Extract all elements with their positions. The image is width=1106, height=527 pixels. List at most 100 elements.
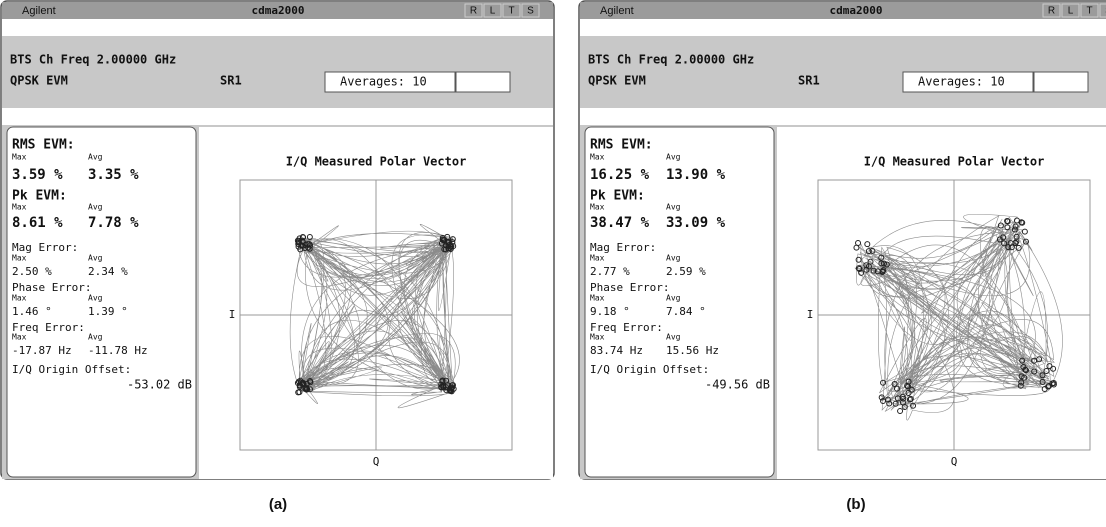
symbol-point (908, 386, 915, 393)
q-label: Q (373, 455, 380, 468)
symbol-point (878, 394, 885, 401)
origin-offset: -53.02 dB (127, 378, 192, 392)
rate: SR1 (220, 74, 242, 88)
avg-label: Avg (88, 203, 103, 212)
measurement: QPSK EVM (588, 74, 646, 88)
metric-label: Phase Error: (590, 281, 669, 294)
avg-label: Avg (666, 153, 681, 162)
mode: cdma2000 (252, 4, 305, 17)
indicator-box (1099, 3, 1106, 18)
metric-label: RMS EVM: (590, 138, 653, 153)
avg-value: 3.35 % (88, 167, 139, 183)
avg-value: 1.39 ° (88, 305, 128, 318)
symbol-point (910, 402, 917, 409)
symbol-point (1004, 224, 1011, 231)
origin-offset-label: I/Q Origin Offset: (12, 363, 131, 376)
symbol-point (297, 246, 304, 253)
max-value: 2.50 % (12, 265, 52, 278)
averages-box (324, 71, 456, 93)
metric-label: RMS EVM: (12, 138, 75, 153)
symbol-point (447, 241, 454, 248)
max-value: 1.46 ° (12, 305, 52, 318)
symbol-point (1018, 373, 1025, 380)
max-value: 2.77 % (590, 265, 630, 278)
averages-box (902, 71, 1034, 93)
indicator-box (521, 3, 540, 18)
symbol-point (855, 256, 862, 263)
avg-value: 33.09 % (666, 215, 726, 231)
metric-label: Phase Error: (12, 281, 91, 294)
symbol-point (856, 266, 863, 273)
avg-value: 7.78 % (88, 215, 139, 231)
max-label: Max (12, 254, 27, 263)
symbol-point (306, 386, 313, 393)
avg-label: Avg (88, 254, 103, 263)
metric-label: Pk EVM: (590, 189, 645, 204)
caption: (b) (846, 496, 865, 513)
max-value: -17.87 Hz (12, 344, 72, 357)
symbol-point (1008, 244, 1015, 251)
symbol-point (1021, 228, 1028, 235)
max-label: Max (12, 203, 27, 212)
i-label: I (229, 308, 236, 321)
symbol-point (1019, 357, 1026, 364)
plot-area (777, 127, 1106, 479)
symbol-point (1004, 218, 1011, 225)
symbol-point (880, 379, 887, 386)
indicator: T (508, 6, 514, 17)
symbol-point (878, 254, 885, 261)
max-label: Max (590, 153, 605, 162)
symbol-point (891, 380, 898, 387)
blank-box (455, 71, 511, 93)
symbol-point (1046, 383, 1053, 390)
symbol-point (880, 260, 887, 267)
symbol-point (443, 377, 450, 384)
avg-value: -11.78 Hz (88, 344, 148, 357)
caption: (a) (269, 496, 287, 513)
symbol-point (306, 241, 313, 248)
symbol-point (855, 240, 862, 247)
title-bar (580, 2, 1106, 19)
symbol-point (1031, 368, 1038, 375)
symbol-point (307, 379, 314, 386)
indicator-box (483, 3, 502, 18)
symbol-point (901, 404, 908, 411)
avg-label: Avg (666, 294, 681, 303)
symbol-point (894, 395, 901, 402)
symbol-point (449, 382, 456, 389)
symbol-point (300, 234, 307, 241)
indicator-box (1080, 3, 1099, 18)
avg-label: Avg (88, 294, 103, 303)
symbol-point (449, 236, 456, 243)
max-value: 16.25 % (590, 167, 650, 183)
symbol-point (446, 386, 453, 393)
symbol-point (1011, 226, 1018, 233)
symbol-point (864, 241, 871, 248)
indicator: S (527, 6, 534, 17)
max-label: Max (12, 294, 27, 303)
metric-label: Freq Error: (590, 321, 663, 334)
symbol-point (865, 263, 872, 270)
indicator: T (1086, 6, 1092, 17)
metrics-panel (6, 126, 197, 478)
symbol-point (1013, 238, 1020, 245)
origin-offset-label: I/Q Origin Offset: (590, 363, 709, 376)
metric-label: Mag Error: (12, 241, 78, 254)
avg-value: 13.90 % (666, 167, 726, 183)
max-label: Max (590, 203, 605, 212)
trace (854, 213, 1063, 421)
avg-value: 7.84 ° (666, 305, 706, 318)
symbol-point (302, 242, 309, 249)
symbol-point (870, 267, 877, 274)
indicator: R (470, 6, 477, 17)
avg-label: Avg (666, 254, 681, 263)
indicator-box (464, 3, 483, 18)
averages: Averages: 10 (918, 75, 1005, 89)
symbol-point (1017, 382, 1024, 389)
indicator: L (490, 6, 496, 17)
symbol-point (1036, 356, 1043, 363)
indicator-box (1061, 3, 1080, 18)
max-label: Max (590, 254, 605, 263)
avg-label: Avg (666, 333, 681, 342)
